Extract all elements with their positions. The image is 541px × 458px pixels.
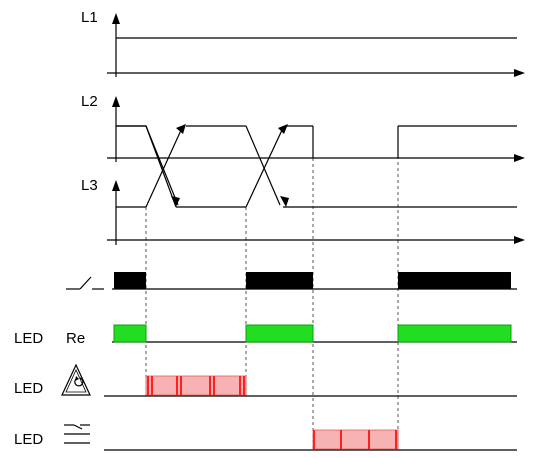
- arrowhead: [176, 124, 186, 134]
- arrowhead: [280, 196, 289, 207]
- label-re: Re: [66, 330, 85, 347]
- l1-x-arrow: [514, 69, 525, 77]
- l3-y-arrow: [112, 180, 120, 191]
- label-led-re: LED: [14, 330, 43, 347]
- relay-on-bar: [114, 272, 146, 289]
- l2-signal: [116, 125, 177, 208]
- l2-axes: [107, 107, 517, 162]
- phase-failure-flash-ticks: [313, 430, 397, 449]
- l3-signal-segments: [116, 127, 517, 208]
- led-re-on-bar: [245, 324, 314, 343]
- l2-signal-segments: [116, 125, 517, 206]
- phase-failure-symbol-icon: [64, 424, 90, 444]
- l3-x-arrow: [514, 236, 525, 244]
- label-l1: L1: [81, 9, 98, 26]
- phase-sequence-flash-bar: [145, 375, 247, 396]
- label-l3: L3: [81, 177, 98, 194]
- arrowhead: [278, 124, 288, 134]
- phase-failure-flash-bar: [312, 429, 399, 450]
- l1-axes: [107, 24, 517, 77]
- phase-sequence-warning-triangle-icon: [61, 363, 91, 396]
- led-re-on-bar: [397, 324, 512, 343]
- label-led-phase-sequence: LED: [14, 380, 43, 397]
- led-re-on-bar: [113, 324, 147, 343]
- phase-sequence-flash-ticks: [147, 376, 245, 395]
- l3-axes: [107, 191, 517, 245]
- label-l2: L2: [81, 93, 98, 110]
- arrowhead: [171, 196, 180, 207]
- l2-y-arrow: [112, 96, 120, 107]
- l1-y-arrow: [112, 13, 120, 24]
- relay-contact-symbol-icon: [66, 276, 104, 290]
- l2-x-arrow: [514, 154, 525, 162]
- relay-on-bar: [398, 272, 511, 289]
- label-led-phase-failure: LED: [14, 431, 43, 448]
- relay-on-bar: [246, 272, 313, 289]
